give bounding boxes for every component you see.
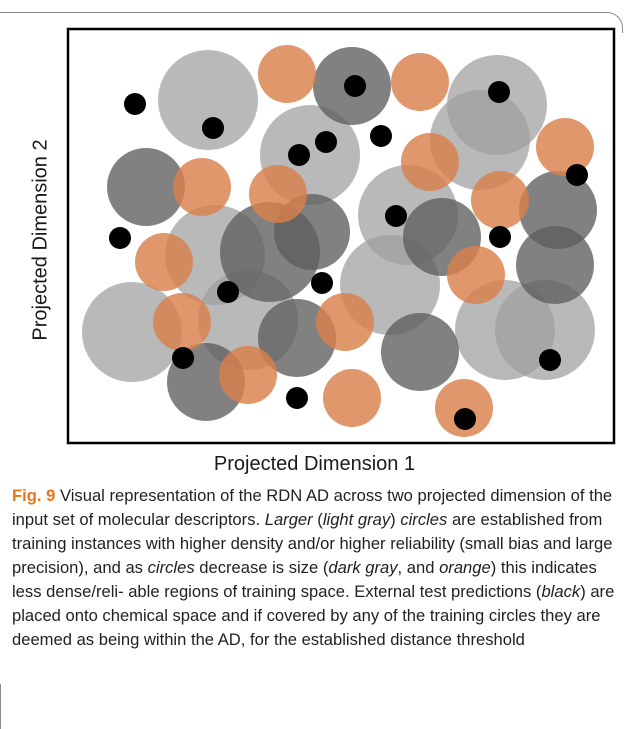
- orange-circle-30: [447, 246, 505, 304]
- figure-caption: Fig. 9 Visual representation of the RDN …: [12, 484, 618, 652]
- caption-run-12: orange: [439, 558, 491, 577]
- test-prediction-point-4: [488, 81, 510, 103]
- orange-circle-24: [536, 118, 594, 176]
- caption-run-9: decrease is size (: [194, 558, 329, 577]
- orange-circle-35: [435, 379, 493, 437]
- figure-label: Fig. 9: [12, 486, 56, 505]
- caption-run-10: dark gray: [328, 558, 398, 577]
- orange-circle-26: [173, 158, 231, 216]
- caption-run-4: light gray: [322, 510, 391, 529]
- caption-run-8: circles: [147, 558, 195, 577]
- test-prediction-point-16: [286, 387, 308, 409]
- test-prediction-point-2: [202, 117, 224, 139]
- caption-run-5: ): [390, 510, 401, 529]
- orange-circle-34: [323, 369, 381, 427]
- orange-circle-32: [316, 293, 374, 351]
- caption-run-2: Larger: [264, 510, 313, 529]
- light-gray-circle-9: [82, 282, 182, 382]
- test-prediction-point-9: [385, 205, 407, 227]
- training-circles: [82, 45, 597, 437]
- light-gray-circle-11: [495, 280, 595, 380]
- test-prediction-point-17: [454, 408, 476, 430]
- dark-gray-circle-20: [381, 313, 459, 391]
- test-prediction-point-6: [288, 144, 310, 166]
- caption-run-15: ) are placed onto chemical space and if …: [12, 582, 615, 649]
- test-prediction-point-11: [489, 226, 511, 248]
- scatter-plot: [66, 27, 616, 445]
- plot-area-border: [66, 27, 616, 445]
- test-prediction-point-1: [124, 93, 146, 115]
- caption-run-11: , and: [397, 558, 440, 577]
- test-prediction-point-15: [539, 349, 561, 371]
- orange-circle-25: [401, 133, 459, 191]
- test-prediction-point-12: [311, 272, 333, 294]
- test-prediction-point-5: [315, 131, 337, 153]
- orange-circle-29: [135, 233, 193, 291]
- test-prediction-point-13: [217, 281, 239, 303]
- x-axis-label: Projected Dimension 1: [213, 453, 416, 475]
- caption-run-7: are established from training instances …: [12, 510, 613, 577]
- test-prediction-point-10: [109, 227, 131, 249]
- caption-run-6: circles: [400, 510, 448, 529]
- orange-circle-23: [391, 53, 449, 111]
- orange-circle-27: [249, 165, 307, 223]
- caption-run-3: (: [312, 510, 323, 529]
- light-gray-circle-1: [158, 50, 258, 150]
- dark-gray-circle-17: [519, 171, 597, 249]
- orange-circle-33: [219, 346, 277, 404]
- dark-gray-circle-13: [107, 148, 185, 226]
- orange-circle-28: [471, 171, 529, 229]
- orange-circle-22: [258, 45, 316, 103]
- caption-run-14: black: [541, 582, 581, 601]
- caption-run-1: Visual representation of the RDN AD acro…: [12, 486, 613, 529]
- page-border-left: [0, 684, 1, 729]
- test-predictions: [109, 75, 588, 430]
- test-prediction-point-14: [172, 347, 194, 369]
- caption-run-13: ) this indicates less dense/reli- able r…: [12, 558, 597, 601]
- y-axis-label: Projected Dimension 2: [29, 139, 52, 341]
- dark-gray-circle-18: [516, 226, 594, 304]
- test-prediction-point-7: [370, 125, 392, 147]
- test-prediction-point-3: [344, 75, 366, 97]
- orange-circle-31: [153, 293, 211, 351]
- test-prediction-point-8: [566, 164, 588, 186]
